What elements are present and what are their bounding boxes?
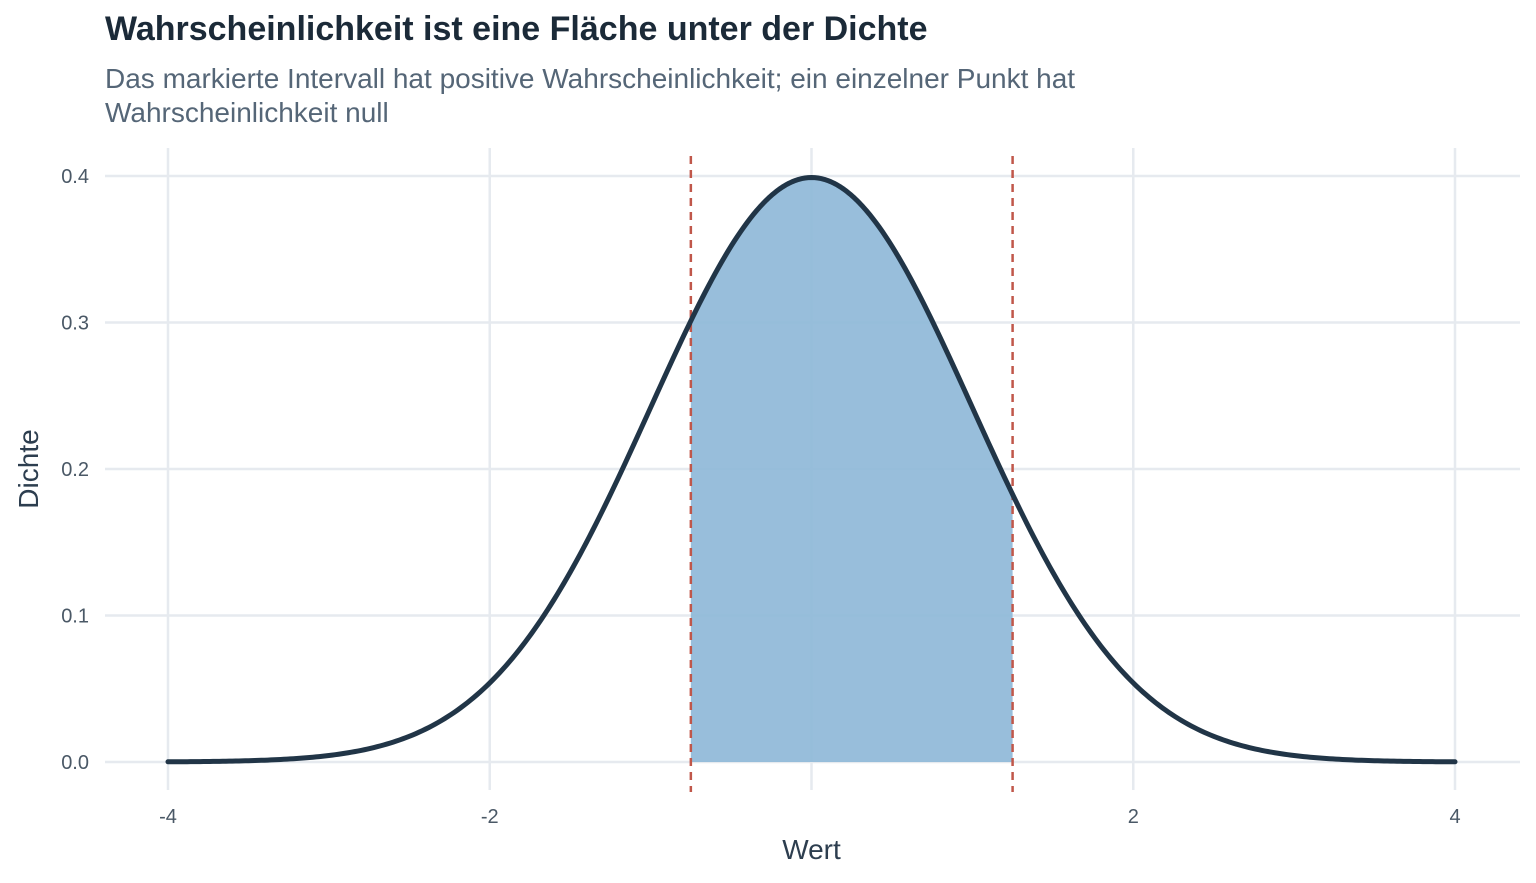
y-tick-label: 0.3 (61, 313, 89, 335)
y-tick-label: 0.4 (61, 166, 89, 188)
chart-title: Wahrscheinlichkeit ist eine Fläche unter… (105, 10, 928, 48)
y-tick-label: 0.0 (61, 752, 89, 774)
chart-subtitle: Das markierte Intervall hat positive Wah… (105, 63, 1076, 128)
x-tick-label: -2 (481, 806, 499, 828)
shaded-interval-area (690, 177, 1013, 763)
interval-lines (689, 156, 1014, 792)
x-tick-label: 2 (1128, 806, 1139, 828)
y-axis-title: Dichte (13, 429, 44, 508)
x-tick-labels: -4 -2 2 4 (159, 806, 1460, 828)
y-tick-labels: 0.0 0.1 0.2 0.3 0.4 (61, 166, 89, 774)
x-tick-label: -4 (159, 806, 177, 828)
density-curve (165, 175, 1458, 765)
x-axis-title: Wert (782, 834, 841, 865)
y-tick-label: 0.2 (61, 459, 89, 481)
x-tick-label: 4 (1449, 806, 1460, 828)
y-tick-label: 0.1 (61, 606, 89, 628)
